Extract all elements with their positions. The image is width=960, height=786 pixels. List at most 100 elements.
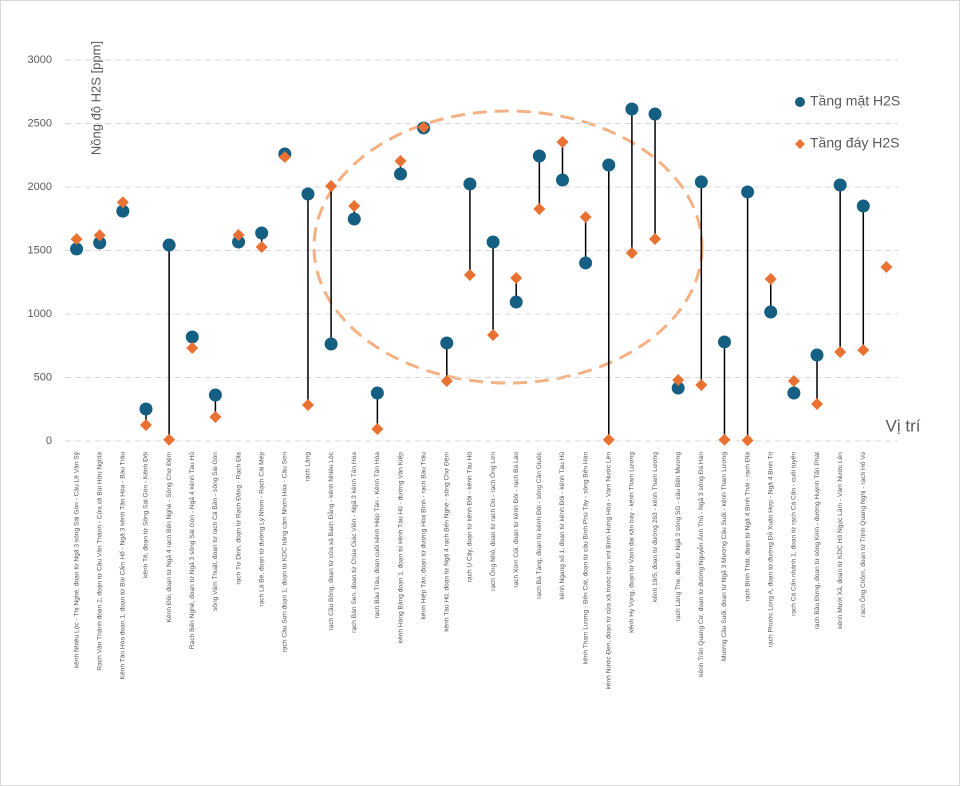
bottom-point xyxy=(139,418,152,431)
x-tick-label: rạch Bà Tàng, đoạn từ kênh Đôi - sông Cầ… xyxy=(534,451,543,599)
x-tick-label: kênh Nhiêu Lộc - Thị Nghè, đoạn từ Ngã 3… xyxy=(71,451,80,668)
bottom-point xyxy=(463,269,476,282)
y-tick-label: 1500 xyxy=(28,244,52,256)
bottom-point xyxy=(857,344,870,357)
surface-point xyxy=(579,256,593,270)
surface-point xyxy=(625,102,639,116)
x-tick-label: rạch Lá Bé, đoạn từ đường Lý Nhơn - Rạch… xyxy=(258,452,265,607)
surface-point xyxy=(787,386,801,400)
bottom-point xyxy=(834,345,847,358)
bottom-point xyxy=(93,229,106,242)
y-tick-label: 500 xyxy=(34,371,52,383)
x-tick-label: rạch Phước Long A, đoạn từ đường Đỗ Xuân… xyxy=(765,451,774,647)
surface-point xyxy=(255,226,269,240)
x-tick-label: kênh Hàng Bàng đoạn 1, đoạn từ kênh Tàu … xyxy=(395,452,404,644)
bottom-point xyxy=(718,433,731,446)
bottom-point xyxy=(625,247,638,260)
surface-point xyxy=(741,185,755,199)
bottom-point xyxy=(602,433,615,446)
surface-point xyxy=(694,175,708,189)
surface-point xyxy=(648,107,662,121)
surface-point xyxy=(301,187,315,201)
surface-point xyxy=(486,235,500,249)
y-tick-label: 2500 xyxy=(28,117,52,129)
x-tick-label: rạch Ông Chồm, đoạn từ Trịnh Quang Nghị … xyxy=(858,452,867,617)
surface-point xyxy=(602,158,616,172)
x-tick-label: rạch Bình Thái, đoạn từ Ngã 4 Bình Thái … xyxy=(744,452,751,602)
surface-point xyxy=(162,238,176,252)
surface-point xyxy=(833,178,847,192)
bottom-point xyxy=(487,328,500,341)
x-tick-label: sông Vàm Thuật, đoạn từ rạch Cả Bần - sô… xyxy=(210,452,219,611)
surface-point xyxy=(232,235,246,249)
bottom-point xyxy=(880,261,893,274)
x-tick-label: rạch Xóm Củi, đoạn từ kênh Đôi - rạch Bà… xyxy=(512,452,520,588)
bottom-point xyxy=(116,196,129,209)
x-tick-label: rạch Bàn Sen, đoạn từ Chùa Giác Viên - N… xyxy=(351,452,358,633)
x-tick-label: Mương Cầu Suối, đoạn từ Ngã 3 Mương Cầu … xyxy=(719,452,728,661)
bottom-point xyxy=(255,240,268,253)
surface-point xyxy=(70,242,84,256)
x-tick-label: kênh Hiệp Tân, đoạn từ đường Hòa Bình - … xyxy=(420,452,427,620)
surface-point xyxy=(717,335,731,349)
surface-point xyxy=(394,167,408,181)
x-tick-label: rạch Ụ Cây, đoạn từ kênh Đôi - kênh Tàu … xyxy=(467,452,474,583)
x-tick-label: kênh Tàu Hũ, đoạn từ Ngã 4 rạch Bến Nghé… xyxy=(442,452,451,632)
bottom-point xyxy=(163,433,176,446)
surface-point xyxy=(509,295,523,309)
x-tick-label: rạch Lăng xyxy=(305,452,312,482)
bottom-point xyxy=(741,434,754,447)
bottom-point xyxy=(764,272,777,285)
surface-point xyxy=(93,236,107,250)
bottom-point xyxy=(510,272,523,285)
surface-point xyxy=(324,337,338,351)
bottom-point xyxy=(811,398,824,411)
x-tick-label: rạch Láng The, đoạn từ Ngã 3 sông SG - c… xyxy=(673,452,682,622)
surface-point xyxy=(856,199,870,213)
x-tick-label: kênh Tham Lương - Bến Cát, đoạn từ cầu B… xyxy=(580,452,589,665)
bottom-point xyxy=(70,233,83,246)
bottom-point xyxy=(186,342,199,355)
x-tick-label: rạch Cá Cấn nhánh 1, đoạn từ rạch Cá Cấn… xyxy=(789,452,798,616)
legend-label: Tầng mặt H2S xyxy=(810,93,900,109)
x-tick-label: Kênh Đôi, đoạn từ Ngã 4 rạch Bến Nghé - … xyxy=(164,452,173,623)
surface-point xyxy=(347,212,361,226)
bottom-point xyxy=(371,423,384,436)
y-tick-label: 1000 xyxy=(28,308,52,320)
legend-marker xyxy=(795,97,805,107)
x-tick-label: kênh Tẻ, đoạn từ Sông Sài Gòn - Kênh Đôi xyxy=(143,451,150,578)
bottom-point xyxy=(232,229,245,242)
x-tick-label: Rạch Văn Thánh đoạn 2, đoạn từ Cầu Văn T… xyxy=(94,452,103,671)
bottom-point xyxy=(394,154,407,167)
surface-point xyxy=(440,336,454,350)
x-tick-label: rạch Bàu Trâu, đoạn cuối kênh Hiệp Tân -… xyxy=(372,452,381,619)
surface-point xyxy=(764,305,778,319)
x-tick-label: rạch Ông Nhỏ, đoạn từ rạch Dù - rạch Ông… xyxy=(488,452,497,591)
surface-point xyxy=(208,388,222,402)
bottom-point xyxy=(325,179,338,192)
bottom-point xyxy=(278,151,291,164)
legend-label: Tầng đáy H2S xyxy=(810,135,900,151)
y-axis-label: Nồng độ H2S [ppm] xyxy=(88,41,103,155)
x-tick-label: kênh Trần Quang Cơ, đoạn từ đường Nguyễn… xyxy=(696,452,705,677)
x-tick-label: kênh Ngang số 1, đoạn từ kênh Đôi - kênh… xyxy=(557,452,566,600)
x-tick-label: kênh 19/5, đoạn từ đường 263 - kênh Tham… xyxy=(652,452,659,602)
bottom-point xyxy=(348,200,361,213)
surface-point xyxy=(532,149,546,163)
y-tick-label: 2000 xyxy=(28,181,52,193)
bottom-point xyxy=(672,374,685,387)
bottom-point xyxy=(440,375,453,388)
y-tick-label: 3000 xyxy=(28,54,52,66)
bottom-point xyxy=(556,136,569,149)
surface-point xyxy=(810,348,824,362)
x-tick-label: rạch Bầu Đưng, đoạn từ sông Kinh - đường… xyxy=(812,452,821,629)
bottom-point xyxy=(579,210,592,223)
bottom-point xyxy=(649,232,662,245)
surface-point xyxy=(370,386,384,400)
bottom-point xyxy=(787,375,800,388)
surface-point xyxy=(671,381,685,395)
surface-point xyxy=(116,204,130,218)
surface-point xyxy=(555,173,569,187)
